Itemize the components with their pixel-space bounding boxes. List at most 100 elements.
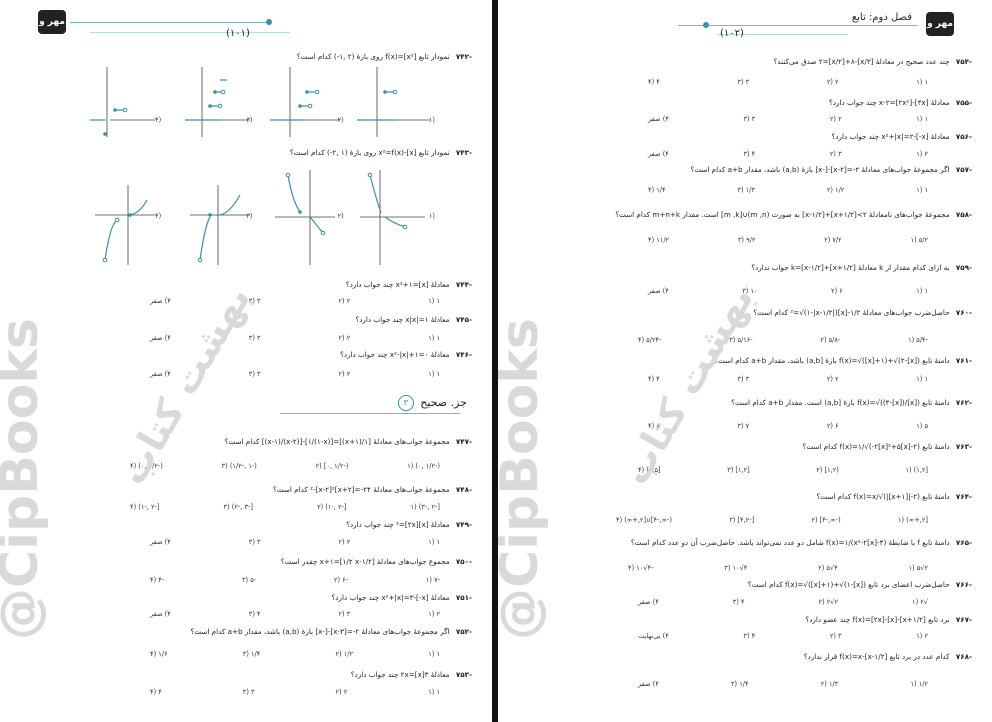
option[interactable]: [۲,+∞) (۱ xyxy=(897,516,928,524)
option[interactable]: [۱,۲] (۳ xyxy=(727,466,750,474)
option[interactable]: ۴ (۴ xyxy=(648,375,660,383)
option[interactable]: ۱ (۱ xyxy=(428,538,440,546)
option[interactable]: ۲ (۲ xyxy=(338,538,351,546)
option-label[interactable]: (۱ xyxy=(428,116,435,124)
option[interactable]: ۱ (۱ xyxy=(916,186,928,194)
option[interactable]: ۸ (۴ xyxy=(648,422,660,430)
option[interactable]: ۴) صفر xyxy=(638,680,659,688)
option[interactable]: ۴) صفر xyxy=(150,370,171,378)
option[interactable]: ۱/۴ (۳ xyxy=(731,680,749,688)
option[interactable]: -۵/۴ (۱ xyxy=(908,336,928,344)
option[interactable]: [-۲ ,-۱) (۲ xyxy=(317,503,347,511)
option[interactable]: ۱/۲ (۲ xyxy=(826,186,845,194)
option-label[interactable]: (۴ xyxy=(155,116,162,124)
option[interactable]: ۳ (۲ xyxy=(829,150,842,158)
option[interactable]: ۶ (۲ xyxy=(831,287,843,295)
option[interactable]: ۲ (۲ xyxy=(826,78,839,86)
option[interactable]: ۴ (۳ xyxy=(743,632,756,640)
option[interactable]: ۲ (۱ xyxy=(916,632,928,640)
option[interactable]: ۴) صفر xyxy=(150,334,171,342)
option[interactable]: ۲√۲ (۲ xyxy=(818,598,839,606)
option[interactable]: ۲√۵ (۱ xyxy=(908,564,928,572)
option[interactable]: ۱ (۱ xyxy=(916,78,928,86)
option[interactable]: ۳ (۳ xyxy=(242,688,255,696)
option[interactable]: ۲ (۲ xyxy=(338,334,351,342)
option[interactable]: ۴) صفر xyxy=(150,538,171,546)
option[interactable]: ۳ (۳ xyxy=(248,297,261,305)
option[interactable]: ۳ (۲ xyxy=(338,610,351,618)
option[interactable]: ۲ (۲ xyxy=(829,115,842,123)
option[interactable]: ۱۰ (۳ xyxy=(742,287,758,295)
option[interactable]: (-۱/۲ ,۰] (۲ xyxy=(315,462,349,470)
option[interactable]: ۴ (۴ xyxy=(648,78,660,86)
option[interactable]: ۵ (۱ xyxy=(916,422,928,430)
option[interactable]: (-۱/۲ ,۰) (۴ xyxy=(130,462,163,470)
option-label[interactable]: (۱ xyxy=(428,212,435,220)
option[interactable]: √۲ (۱ xyxy=(912,598,928,606)
option[interactable]: ۴) بی‌نهایت xyxy=(638,632,669,640)
option[interactable]: ۴ (۳ xyxy=(732,598,745,606)
option[interactable]: ۷ (۳ xyxy=(737,422,750,430)
option[interactable]: ۴) صفر xyxy=(648,150,669,158)
option[interactable]: ۱/۲ (۲ xyxy=(335,650,354,658)
option[interactable]: ۲ (۲ xyxy=(826,375,839,383)
option[interactable]: ۴ (۳ xyxy=(248,610,261,618)
option[interactable]: [-۲ ,-۳) (۱ xyxy=(410,503,440,511)
option[interactable]: ۱ (۱ xyxy=(428,297,440,305)
option[interactable]: [-۳ ,-۲) (۳ xyxy=(223,503,253,511)
option[interactable]: (-۱/۲ ,۰) (۱ xyxy=(407,462,440,470)
option[interactable]: (۱,۲] (۲ xyxy=(816,466,839,474)
option[interactable]: ۱/۲ (۱ xyxy=(910,680,928,688)
option[interactable]: ۱/۳ (۲ xyxy=(820,680,839,688)
option[interactable]: ۴) صفر xyxy=(638,598,659,606)
option[interactable]: ۳ (۳ xyxy=(737,78,750,86)
option[interactable]: ۳ (۲ xyxy=(829,632,842,640)
option[interactable]: ۱ (۱ xyxy=(428,688,440,696)
option[interactable]: ۴) صفر xyxy=(648,287,669,295)
option-label[interactable]: (۳ xyxy=(246,212,253,220)
option[interactable]: [۱,۵) (۴ xyxy=(638,466,661,474)
option[interactable]: ۳ (۳ xyxy=(248,370,261,378)
option[interactable]: ۱۱/۲ (۴ xyxy=(648,236,670,244)
option-label[interactable]: (۲ xyxy=(337,212,344,220)
option[interactable]: ۴) صفر xyxy=(150,297,171,305)
option-label[interactable]: (۴ xyxy=(155,212,162,220)
option[interactable]: ۳ (۳ xyxy=(743,115,756,123)
option[interactable]: ۱ (۱ xyxy=(428,370,440,378)
option[interactable]: -۵/۱۶ (۳ xyxy=(729,336,753,344)
option[interactable]: ۲ (۲ xyxy=(338,297,351,305)
option[interactable]: -۴√۱۰ (۴ xyxy=(628,564,654,572)
option[interactable]: ۳ (۳ xyxy=(737,375,750,383)
option[interactable]: -۵/۸ (۲ xyxy=(820,336,841,344)
option[interactable]: ۴√۱۰ (۳ xyxy=(724,564,748,572)
option[interactable]: ۱ (۱ xyxy=(916,115,928,123)
option[interactable]: ۹/۲ (۳ xyxy=(737,236,756,244)
option[interactable]: ۳ (۳ xyxy=(248,334,261,342)
option[interactable]: ۱ (۱ xyxy=(428,650,440,658)
option[interactable]: -۴ (۴ xyxy=(150,576,165,584)
option[interactable]: ۵/۲ (۱ xyxy=(910,236,928,244)
option[interactable]: -۵/۲۴ (۴ xyxy=(638,336,662,344)
option[interactable]: ۱ (۱ xyxy=(916,375,928,383)
option[interactable]: ۱/۴ (۳ xyxy=(242,650,261,658)
option[interactable]: ۴√۵ (۲ xyxy=(818,564,838,572)
option[interactable]: ۲ (۱ xyxy=(428,610,440,618)
option[interactable]: -۶ (۲ xyxy=(333,576,349,584)
option[interactable]: -۷ (۱ xyxy=(425,576,440,584)
option[interactable]: ۶ (۲ xyxy=(826,422,839,430)
option[interactable]: [-۴,۲] (۳ xyxy=(729,516,755,524)
option[interactable]: ۴ (۳ xyxy=(743,150,756,158)
option[interactable]: ۱/۶ (۴ xyxy=(150,650,168,658)
option[interactable]: ۱/۴ (۴ xyxy=(648,186,666,194)
option[interactable]: ۱ (۱ xyxy=(428,334,440,342)
option[interactable]: ۲ (۲ xyxy=(335,688,348,696)
option[interactable]: ۴) صفر xyxy=(150,610,171,618)
option[interactable]: ۴ (۴ xyxy=(150,688,162,696)
option[interactable]: [۱,۲) (۱ xyxy=(905,466,928,474)
option[interactable]: ۷/۲ (۲ xyxy=(824,236,842,244)
option[interactable]: (-∞,-۴]∪[۲,+∞) (۴ xyxy=(616,516,672,524)
option[interactable]: ۴) صفر xyxy=(648,115,669,123)
option[interactable]: (-۱ ,-۱/۲) (۳ xyxy=(221,462,257,470)
option[interactable]: ۲ (۲ xyxy=(338,370,351,378)
option[interactable]: (-∞,-۴] (۲ xyxy=(811,516,841,524)
